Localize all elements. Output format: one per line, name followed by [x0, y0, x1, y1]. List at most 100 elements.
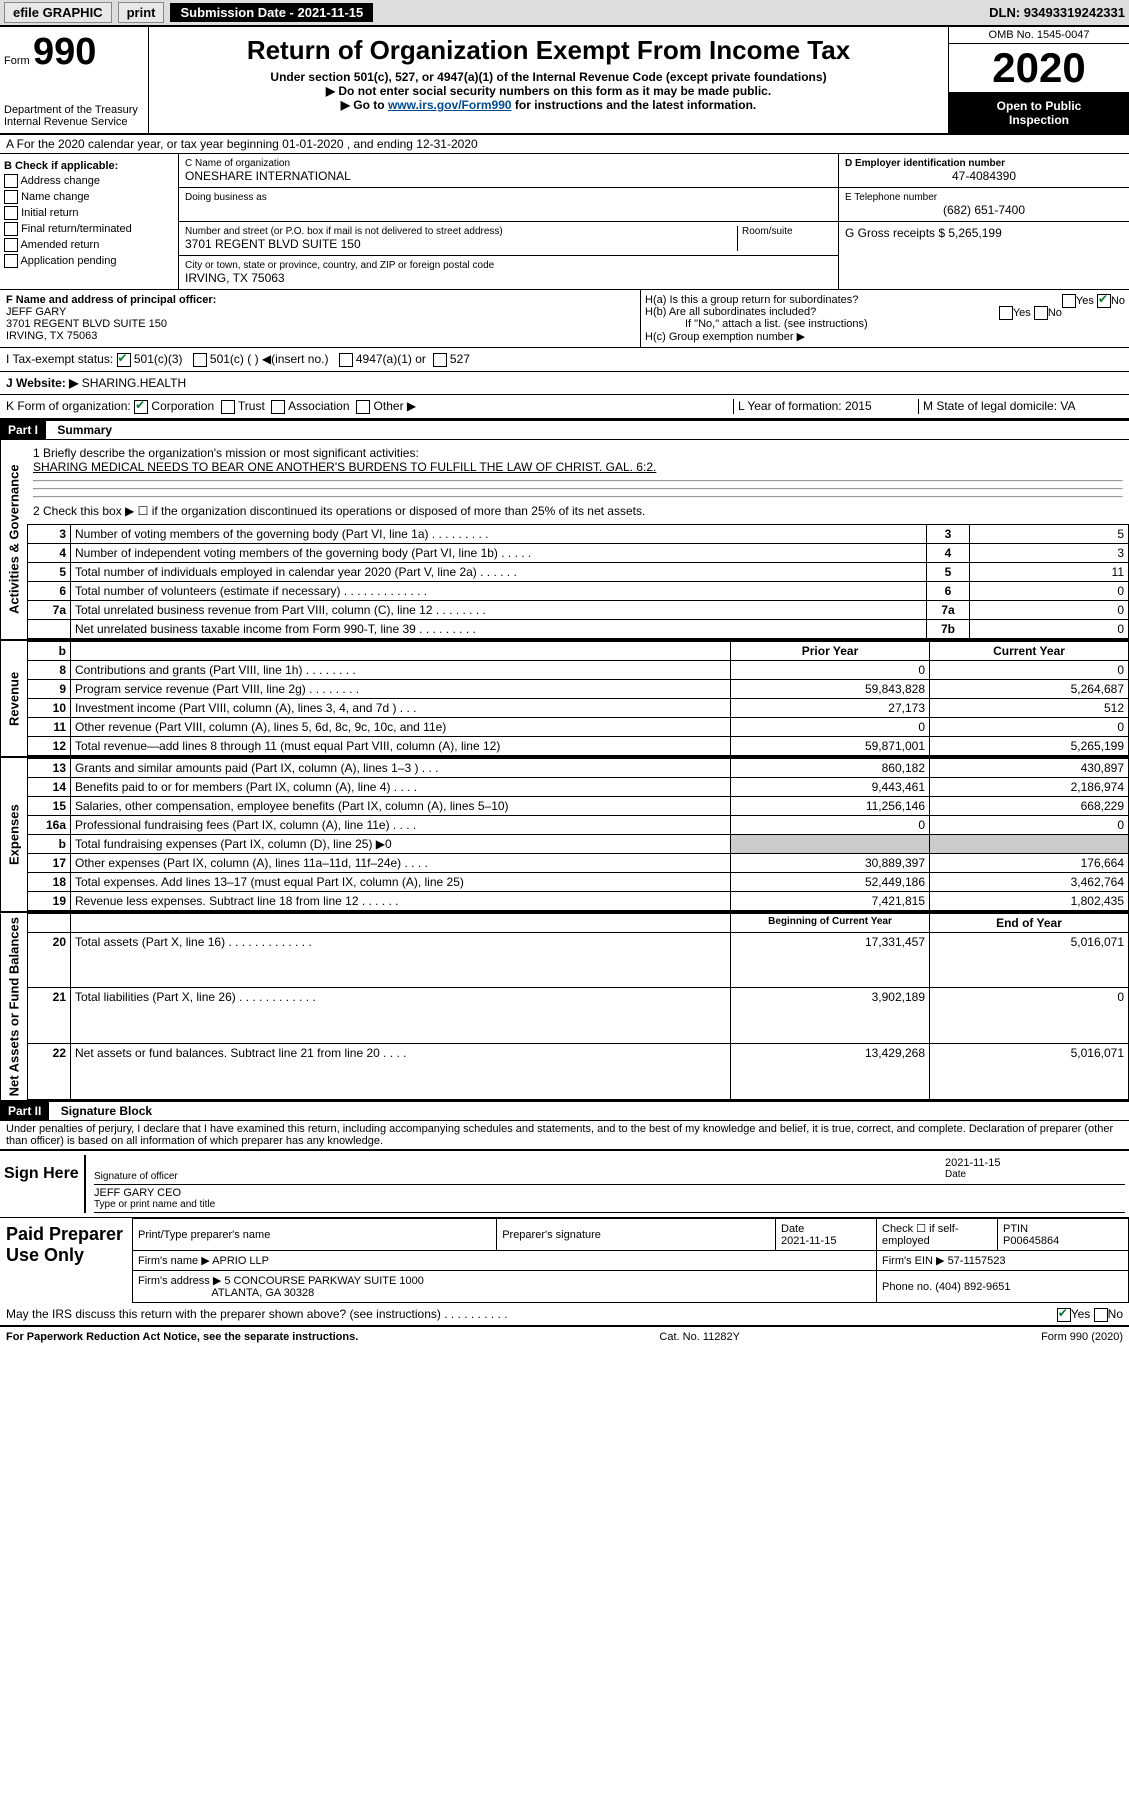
- q2: 2 Check this box ▶ ☐ if the organization…: [33, 504, 1123, 518]
- table-row: bTotal fundraising expenses (Part IX, co…: [28, 834, 1129, 853]
- b-title: B Check if applicable:: [4, 160, 174, 172]
- table-row: 9Program service revenue (Part VIII, lin…: [28, 679, 1129, 698]
- table-row: 14Benefits paid to or for members (Part …: [28, 777, 1129, 796]
- row-a: A For the 2020 calendar year, or tax yea…: [0, 135, 1129, 154]
- table-row: 4Number of independent voting members of…: [28, 543, 1129, 562]
- governance-section: Activities & Governance 1 Briefly descri…: [0, 440, 1129, 639]
- page-title: Return of Organization Exempt From Incom…: [153, 35, 944, 66]
- firm-ein: 57-1157523: [948, 1255, 1006, 1267]
- tax-exempt-row: I Tax-exempt status: 501(c)(3) 501(c) ( …: [0, 348, 1129, 372]
- begin-year-header: Beginning of Current Year: [731, 913, 930, 932]
- section-bcd: B Check if applicable: Address change Na…: [0, 154, 1129, 290]
- table-row: 15Salaries, other compensation, employee…: [28, 796, 1129, 815]
- tax-year: 2020: [949, 44, 1129, 93]
- form-word: Form: [4, 55, 30, 67]
- f-label: F Name and address of principal officer:: [6, 294, 634, 306]
- firm-addr1: 5 CONCOURSE PARKWAY SUITE 1000: [224, 1275, 423, 1287]
- net-section: Net Assets or Fund Balances Beginning of…: [0, 911, 1129, 1100]
- perjury-text: Under penalties of perjury, I declare th…: [0, 1121, 1129, 1149]
- ha-label: H(a) Is this a group return for subordin…: [645, 294, 858, 306]
- table-row: 6Total number of volunteers (estimate if…: [28, 581, 1129, 600]
- footer-right: Form 990 (2020): [1041, 1331, 1123, 1343]
- efile-button[interactable]: efile GRAPHIC: [4, 2, 112, 23]
- website-row: J Website: ▶ SHARING.HEALTH: [0, 372, 1129, 395]
- footer-left: For Paperwork Reduction Act Notice, see …: [6, 1331, 358, 1343]
- table-row: 7aTotal unrelated business revenue from …: [28, 600, 1129, 619]
- prior-year-header: Prior Year: [731, 641, 930, 660]
- side-gov: Activities & Governance: [0, 440, 27, 639]
- sign-block: Sign Here Signature of officer 2021-11-1…: [0, 1149, 1129, 1217]
- b-item: Initial return: [4, 206, 174, 220]
- city-label: City or town, state or province, country…: [185, 260, 832, 271]
- hb-label: H(b) Are all subordinates included?: [645, 306, 816, 318]
- b-item: Final return/terminated: [4, 222, 174, 236]
- dept-treasury: Department of the Treasury Internal Reve…: [4, 104, 144, 128]
- officer-name: JEFF GARY: [6, 306, 634, 318]
- current-year-header: Current Year: [930, 641, 1129, 660]
- part2-header: Part II Signature Block: [0, 1100, 1129, 1121]
- phone: (682) 651-7400: [845, 203, 1123, 217]
- table-row: 10Investment income (Part VIII, column (…: [28, 698, 1129, 717]
- table-row: 21Total liabilities (Part X, line 26) . …: [28, 988, 1129, 1044]
- table-row: 8Contributions and grants (Part VIII, li…: [28, 660, 1129, 679]
- submission-date: Submission Date - 2021-11-15: [170, 3, 373, 22]
- open-public-1: Open to Public: [951, 99, 1127, 113]
- expenses-section: Expenses 13Grants and similar amounts pa…: [0, 756, 1129, 911]
- table-row: 18Total expenses. Add lines 13–17 (must …: [28, 872, 1129, 891]
- side-net: Net Assets or Fund Balances: [0, 913, 27, 1100]
- subtitle-2: ▶ Do not enter social security numbers o…: [153, 84, 944, 98]
- dba-label: Doing business as: [185, 192, 832, 203]
- instructions-link[interactable]: www.irs.gov/Form990: [388, 98, 512, 112]
- room-label: Room/suite: [742, 226, 832, 237]
- firm-name: APRIO LLP: [212, 1255, 269, 1267]
- k-row: K Form of organization: Corporation Trus…: [0, 395, 1129, 419]
- website: SHARING.HEALTH: [82, 376, 186, 390]
- d-label: D Employer identification number: [845, 158, 1123, 169]
- table-row: 22Net assets or fund balances. Subtract …: [28, 1044, 1129, 1100]
- ein: 47-4084390: [845, 169, 1123, 183]
- print-button[interactable]: print: [118, 2, 165, 23]
- b-item: Amended return: [4, 238, 174, 252]
- preparer-block: Paid Preparer Use Only Print/Type prepar…: [0, 1217, 1129, 1303]
- b-item: Name change: [4, 190, 174, 204]
- table-row: 17Other expenses (Part IX, column (A), l…: [28, 853, 1129, 872]
- table-row: 3Number of voting members of the governi…: [28, 524, 1129, 543]
- form-header: Form 990 Department of the Treasury Inte…: [0, 27, 1129, 135]
- table-row: 19Revenue less expenses. Subtract line 1…: [28, 891, 1129, 910]
- street: 3701 REGENT BLVD SUITE 150: [185, 237, 737, 251]
- dln: DLN: 93493319242331: [989, 5, 1125, 20]
- net-table: Beginning of Current Year End of Year 20…: [27, 913, 1129, 1100]
- street-label: Number and street (or P.O. box if mail i…: [185, 226, 737, 237]
- side-exp: Expenses: [0, 758, 27, 911]
- table-row: Net unrelated business taxable income fr…: [28, 619, 1129, 638]
- officer-addr2: IRVING, TX 75063: [6, 330, 634, 342]
- ptin: P00645864: [1003, 1235, 1059, 1247]
- table-row: 12Total revenue—add lines 8 through 11 (…: [28, 736, 1129, 755]
- table-row: 16aProfessional fundraising fees (Part I…: [28, 815, 1129, 834]
- firm-phone: (404) 892-9651: [935, 1281, 1010, 1293]
- sub3a: ▶ Go to: [341, 98, 388, 112]
- revenue-table: b Prior Year Current Year 8Contributions…: [27, 641, 1129, 756]
- city: IRVING, TX 75063: [185, 271, 832, 285]
- subtitle-1: Under section 501(c), 527, or 4947(a)(1)…: [153, 70, 944, 84]
- footer-mid: Cat. No. 11282Y: [659, 1331, 740, 1343]
- gov-table: 3Number of voting members of the governi…: [27, 524, 1129, 639]
- footer: For Paperwork Reduction Act Notice, see …: [0, 1326, 1129, 1347]
- e-label: E Telephone number: [845, 192, 1123, 203]
- side-rev: Revenue: [0, 641, 27, 756]
- table-row: 13Grants and similar amounts paid (Part …: [28, 758, 1129, 777]
- gross-receipts: G Gross receipts $ 5,265,199: [845, 226, 1123, 240]
- table-row: 20Total assets (Part X, line 16) . . . .…: [28, 932, 1129, 988]
- revenue-section: Revenue b Prior Year Current Year 8Contr…: [0, 639, 1129, 756]
- c-label: C Name of organization: [185, 158, 832, 169]
- q1: 1 Briefly describe the organization's mi…: [33, 446, 1123, 460]
- omb-number: OMB No. 1545-0047: [949, 27, 1129, 44]
- firm-addr2: ATLANTA, GA 30328: [211, 1287, 314, 1299]
- expenses-table: 13Grants and similar amounts paid (Part …: [27, 758, 1129, 911]
- part1-header: Part I Summary: [0, 419, 1129, 440]
- table-row: 5Total number of individuals employed in…: [28, 562, 1129, 581]
- year-formation: L Year of formation: 2015: [733, 399, 918, 414]
- state-domicile: M State of legal domicile: VA: [918, 399, 1123, 414]
- open-public-2: Inspection: [951, 113, 1127, 127]
- discuss-row: May the IRS discuss this return with the…: [0, 1303, 1129, 1326]
